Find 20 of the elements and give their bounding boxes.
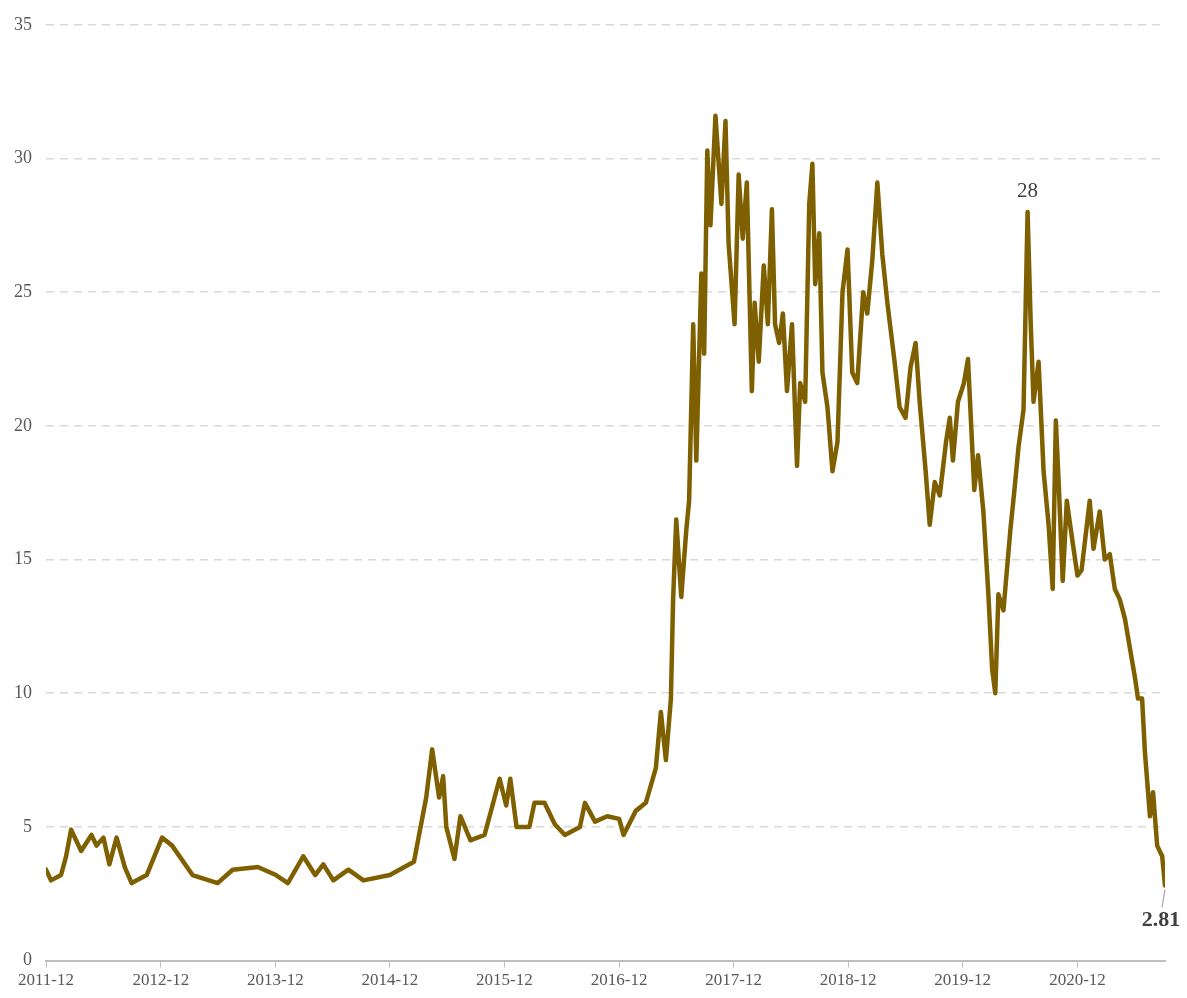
x-tick-label: 2013-12: [246, 970, 304, 990]
y-tick-label: 30: [14, 147, 32, 168]
y-tick-label: 0: [23, 949, 32, 970]
y-tick-label: 20: [14, 414, 32, 435]
y-tick-label: 25: [14, 280, 32, 301]
x-tick-label: 2015-12: [475, 970, 533, 990]
y-tick-label: 35: [14, 13, 32, 34]
x-tick-label: 2019-12: [934, 970, 991, 990]
x-tick-label: 2011-12: [17, 970, 75, 990]
x-tick-label: 2018-12: [819, 970, 877, 990]
y-tick-label: 15: [14, 548, 32, 569]
x-tick-label: 2016-12: [590, 970, 648, 990]
annotation: 2.81: [1141, 906, 1181, 932]
x-tick-label: 2012-12: [132, 970, 190, 990]
y-tick-label: 10: [14, 681, 32, 702]
x-tick-label: 2014-12: [361, 970, 419, 990]
y-tick-label: 5: [23, 815, 32, 836]
annotation: 28: [1017, 177, 1039, 202]
x-tick-label: 2017-12: [705, 970, 762, 990]
x-tick-label: 2020-12: [1049, 970, 1106, 990]
